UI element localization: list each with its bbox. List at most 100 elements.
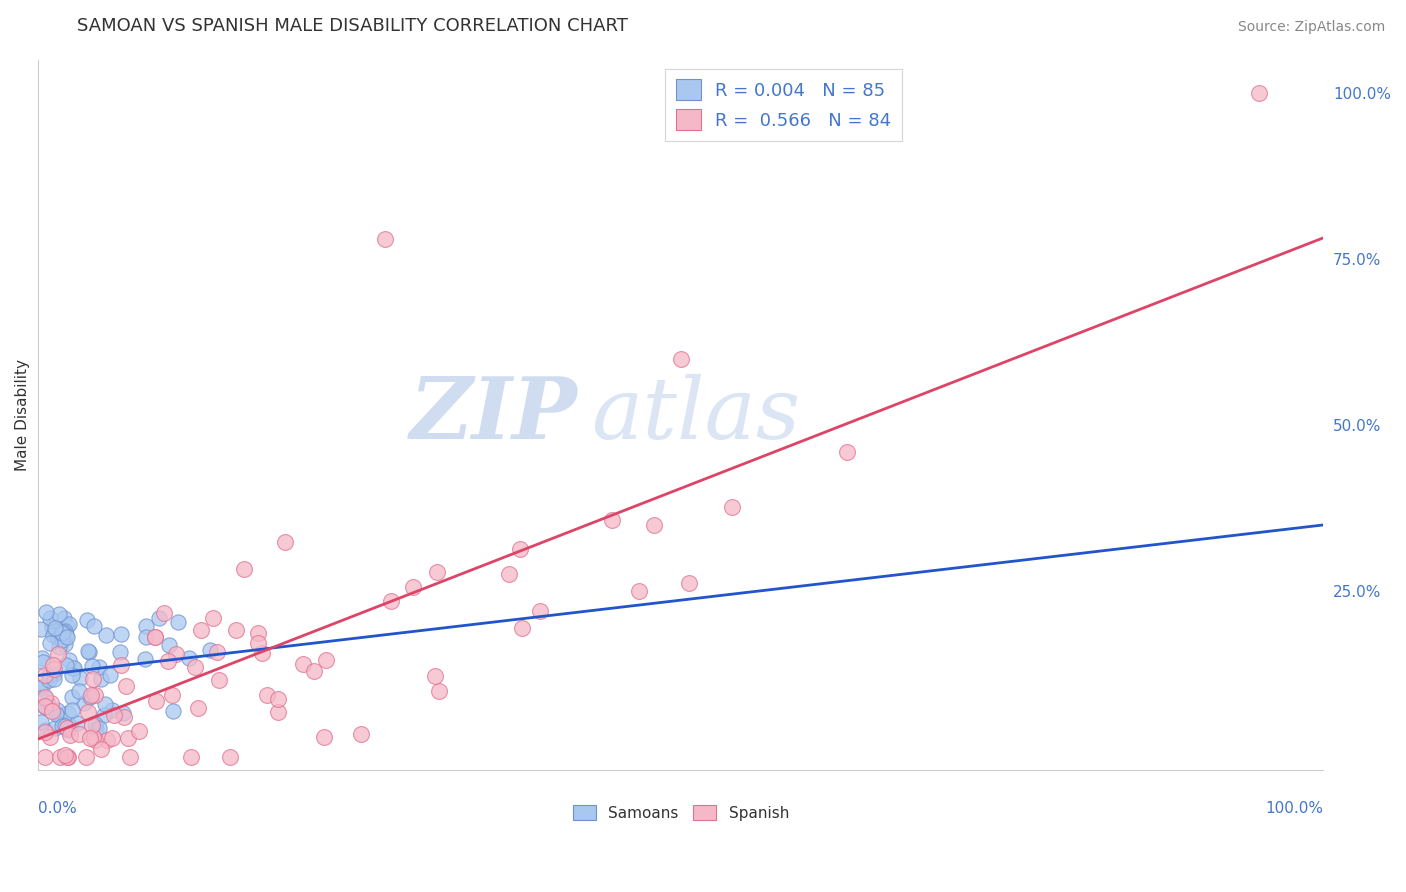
Point [247, 635, 270, 649]
Point [42, 628, 65, 642]
Point [31, 655, 53, 669]
Point [48, 647, 70, 661]
Point [291, 657, 314, 671]
Point [134, 652, 156, 666]
Point [37, 695, 59, 709]
Point [90, 741, 112, 756]
Point [82, 730, 104, 744]
Point [55, 619, 77, 633]
Point [39, 696, 62, 710]
Y-axis label: Male Disability: Male Disability [15, 359, 30, 471]
Point [55, 638, 77, 652]
Point [31, 650, 53, 665]
Point [59, 718, 82, 732]
Point [84, 717, 107, 731]
Point [96, 628, 118, 642]
Point [96, 733, 118, 747]
Point [108, 645, 131, 659]
Point [190, 623, 212, 637]
Point [42, 658, 65, 673]
Text: atlas: atlas [591, 374, 800, 457]
Point [59, 728, 82, 742]
Point [63, 661, 86, 675]
Point [120, 750, 142, 764]
Point [89, 721, 111, 735]
Legend: R = 0.004   N = 85, R =  0.566   N = 84: R = 0.004 N = 85, R = 0.566 N = 84 [665, 69, 903, 141]
Point [52, 718, 75, 732]
Point [46, 703, 69, 717]
Point [246, 626, 269, 640]
Point [56, 721, 79, 735]
Point [94, 697, 117, 711]
Point [58, 653, 80, 667]
Point [162, 704, 184, 718]
Point [87, 660, 110, 674]
Point [498, 566, 520, 581]
Point [35, 605, 58, 619]
Point [83, 618, 105, 632]
Point [55, 624, 77, 639]
Text: SAMOAN VS SPANISH MALE DISABILITY CORRELATION CHART: SAMOAN VS SPANISH MALE DISABILITY CORREL… [77, 17, 628, 35]
Point [53, 747, 76, 762]
Point [84, 723, 107, 737]
Point [233, 562, 256, 576]
Point [53, 611, 76, 625]
Point [79, 731, 101, 746]
Point [34, 750, 56, 764]
Point [148, 611, 170, 625]
Point [34, 690, 56, 704]
Point [115, 680, 138, 694]
Point [198, 642, 221, 657]
Point [1247, 86, 1270, 100]
Point [53, 719, 76, 733]
Point [34, 699, 56, 714]
Point [100, 703, 122, 717]
Point [39, 636, 62, 650]
Point [55, 628, 77, 642]
Point [55, 749, 77, 764]
Point [56, 631, 79, 645]
Point [315, 653, 337, 667]
Point [45, 707, 67, 722]
Point [31, 680, 53, 694]
Point [84, 733, 107, 747]
Point [110, 627, 132, 641]
Point [34, 667, 56, 681]
Point [44, 721, 66, 735]
Point [267, 705, 290, 719]
Point [302, 664, 325, 678]
Point [184, 660, 207, 674]
Point [274, 534, 297, 549]
Point [55, 657, 77, 672]
Point [112, 706, 135, 720]
Point [30, 715, 52, 730]
Point [509, 541, 531, 556]
Point [48, 607, 70, 621]
Point [374, 232, 396, 246]
Point [82, 717, 104, 731]
Point [835, 445, 858, 459]
Point [51, 719, 73, 733]
Point [58, 750, 80, 764]
Point [75, 750, 97, 764]
Point [76, 705, 98, 719]
Point [41, 620, 63, 634]
Point [38, 673, 60, 688]
Point [93, 708, 115, 723]
Point [49, 750, 72, 764]
Point [425, 669, 447, 683]
Point [82, 672, 104, 686]
Point [69, 671, 91, 685]
Point [187, 701, 209, 715]
Point [72, 696, 94, 710]
Point [180, 750, 202, 764]
Point [34, 723, 56, 737]
Point [51, 626, 73, 640]
Point [56, 706, 79, 720]
Point [79, 688, 101, 702]
Point [256, 688, 278, 702]
Point [80, 658, 103, 673]
Point [427, 684, 450, 698]
Point [250, 646, 273, 660]
Point [201, 610, 224, 624]
